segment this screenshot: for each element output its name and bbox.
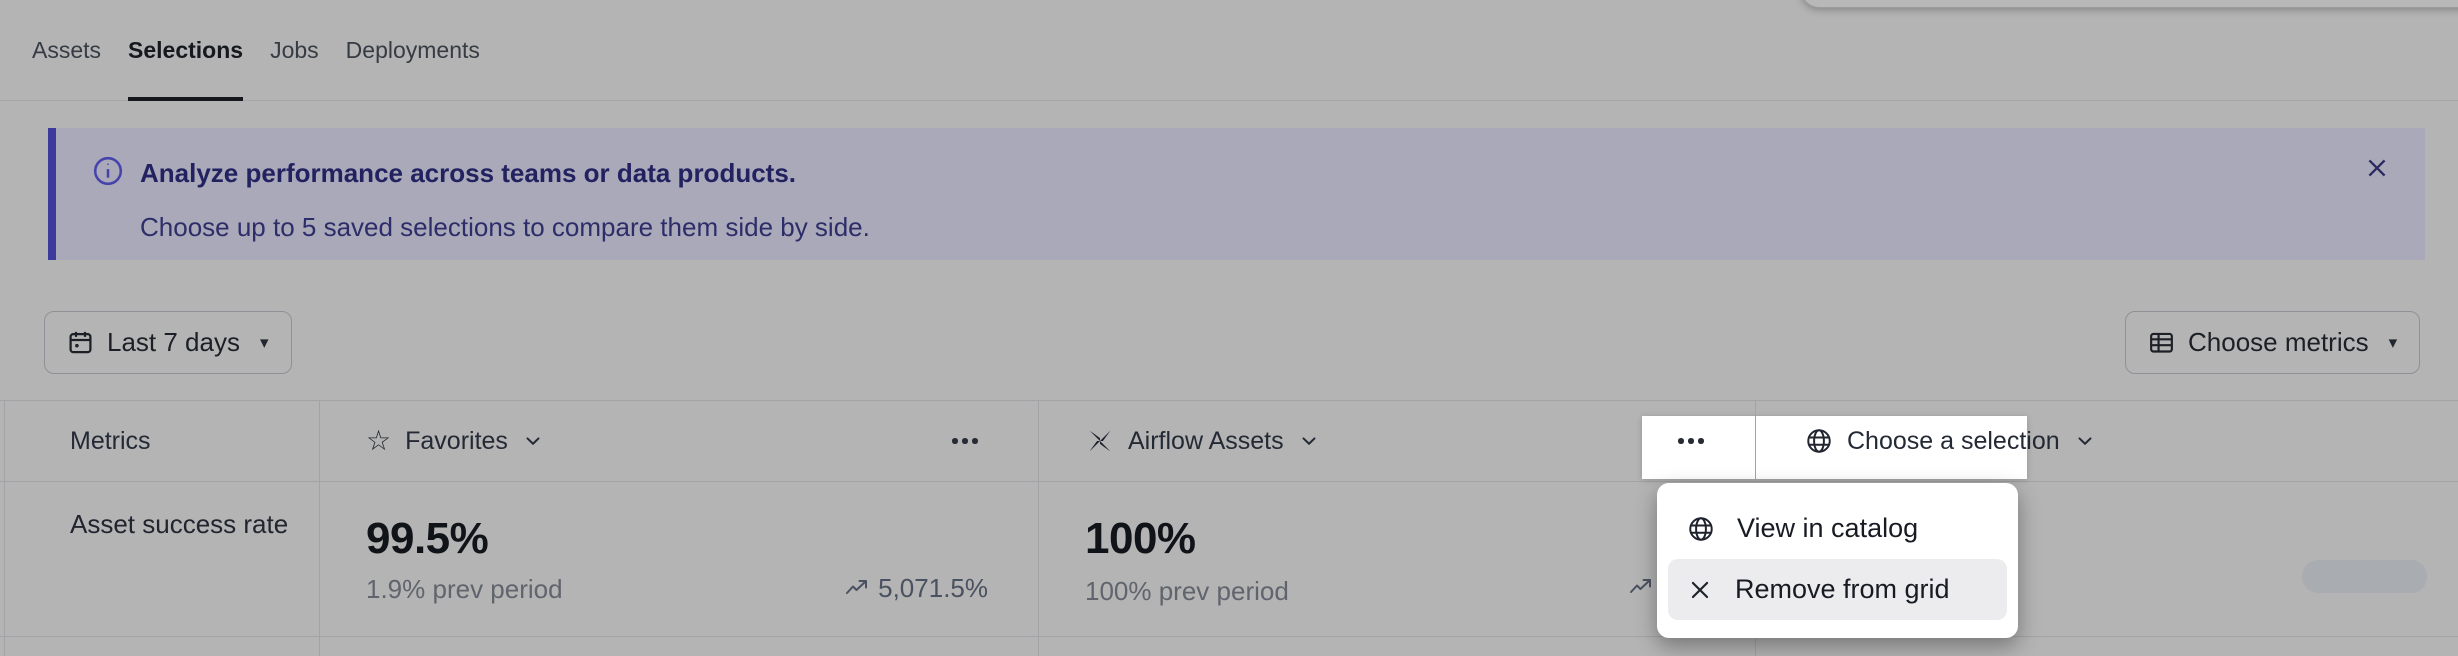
favorites-value: 99.5% [366, 514, 489, 563]
column-divider [319, 400, 320, 656]
menu-anchor-highlight [1642, 416, 2027, 479]
tab-bar: Assets Selections Jobs Deployments [0, 0, 2458, 101]
chevron-down-icon [1298, 430, 1320, 452]
banner-title: Analyze performance across teams or data… [140, 158, 797, 188]
column-divider [1038, 400, 1039, 656]
info-icon [92, 155, 124, 187]
column-header-airflow-assets[interactable]: Airflow Assets [1086, 401, 1320, 481]
metrics-column-header: Metrics [70, 401, 151, 481]
column-context-menu: View in catalog Remove from grid [1657, 483, 2018, 638]
column-header-choose-selection[interactable]: Choose a selection [1805, 401, 2096, 481]
dot [952, 438, 958, 444]
favorites-header-label: Favorites [405, 426, 508, 455]
tab-deployments[interactable]: Deployments [346, 0, 480, 100]
metric-row-label: Asset success rate [70, 509, 289, 539]
favorites-prev-period: 1.9% prev period [366, 574, 563, 604]
favorites-trend: 5,071.5% [845, 573, 988, 604]
star-icon: ☆ [366, 424, 392, 457]
column-header-favorites[interactable]: ☆ Favorites [366, 401, 544, 481]
table-left-border [4, 400, 5, 656]
tab-deployments-label: Deployments [345, 36, 480, 63]
dot [972, 438, 978, 444]
caret-down-icon: ▾ [2388, 332, 2398, 353]
tab-assets[interactable]: Assets [32, 0, 101, 100]
airflow-header-label: Airflow Assets [1128, 426, 1284, 455]
airflow-prev-period: 100% prev period [1085, 576, 1289, 606]
tab-assets-label: Assets [32, 36, 102, 63]
info-banner: Analyze performance across teams or data… [48, 128, 2425, 260]
globe-icon [1805, 427, 1833, 455]
menu-item-label: View in catalog [1737, 513, 1919, 543]
airflow-value: 100% [1085, 514, 1196, 563]
calendar-icon [67, 329, 94, 356]
banner-close-icon[interactable] [2363, 154, 2391, 182]
x-icon [1687, 577, 1713, 603]
menu-item-label: Remove from grid [1735, 574, 1950, 604]
menu-item-remove-from-grid[interactable]: Remove from grid [1668, 559, 2007, 620]
tab-selections[interactable]: Selections [128, 0, 244, 101]
dot [962, 438, 968, 444]
globe-icon [1687, 515, 1715, 543]
choose-metrics-button[interactable]: Choose metrics ▾ [2125, 311, 2421, 374]
dot [1698, 438, 1704, 444]
airflow-trend [1629, 576, 1653, 600]
menu-item-view-in-catalog[interactable]: View in catalog [1668, 498, 2007, 559]
chevron-down-icon [522, 430, 544, 452]
airflow-overflow-menu-icon[interactable] [1678, 401, 1704, 481]
airflow-pinwheel-icon [1086, 427, 1114, 455]
date-range-button[interactable]: Last 7 days ▾ [44, 311, 292, 374]
tab-jobs[interactable]: Jobs [270, 0, 319, 100]
caret-down-icon: ▾ [259, 332, 269, 353]
tab-selections-label: Selections [128, 36, 244, 63]
tab-jobs-label: Jobs [270, 36, 319, 63]
favorites-trend-value: 5,071.5% [878, 573, 988, 603]
trending-up-icon [1629, 576, 1653, 600]
choose-metrics-label: Choose metrics [2188, 327, 2369, 357]
banner-body: Choose up to 5 saved selections to compa… [140, 212, 870, 242]
loading-skeleton [2302, 560, 2427, 593]
favorites-overflow-menu-icon[interactable] [952, 401, 978, 481]
dot [1678, 438, 1684, 444]
choose-selection-header-label: Choose a selection [1847, 426, 2060, 455]
metrics-grid-icon [2148, 329, 2175, 356]
metrics-header-label: Metrics [70, 426, 151, 455]
date-range-label: Last 7 days [107, 327, 240, 357]
table-top-border [0, 400, 2458, 401]
header-bottom-border [0, 481, 2458, 482]
cutoff-dialog-edge [1801, 0, 2458, 8]
row-divider [0, 636, 2458, 637]
dot [1688, 438, 1694, 444]
chevron-down-icon [2074, 430, 2096, 452]
trending-up-icon [845, 577, 869, 601]
